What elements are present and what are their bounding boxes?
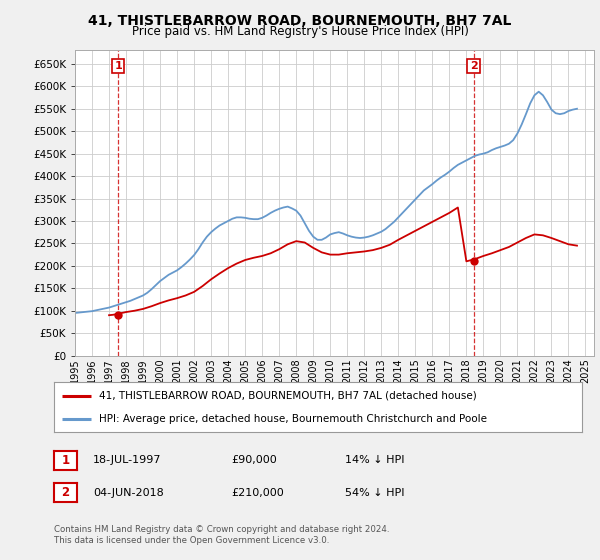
Text: HPI: Average price, detached house, Bournemouth Christchurch and Poole: HPI: Average price, detached house, Bour… xyxy=(99,414,487,424)
Text: 14% ↓ HPI: 14% ↓ HPI xyxy=(345,455,404,465)
Text: 04-JUN-2018: 04-JUN-2018 xyxy=(93,488,164,498)
Text: Price paid vs. HM Land Registry's House Price Index (HPI): Price paid vs. HM Land Registry's House … xyxy=(131,25,469,38)
Text: 18-JUL-1997: 18-JUL-1997 xyxy=(93,455,161,465)
Text: 1: 1 xyxy=(115,61,122,71)
Text: £90,000: £90,000 xyxy=(231,455,277,465)
Text: 54% ↓ HPI: 54% ↓ HPI xyxy=(345,488,404,498)
Text: 2: 2 xyxy=(61,486,70,500)
Text: £210,000: £210,000 xyxy=(231,488,284,498)
Text: 1: 1 xyxy=(61,454,70,467)
Text: 41, THISTLEBARROW ROAD, BOURNEMOUTH, BH7 7AL (detached house): 41, THISTLEBARROW ROAD, BOURNEMOUTH, BH7… xyxy=(99,390,476,400)
Text: 41, THISTLEBARROW ROAD, BOURNEMOUTH, BH7 7AL: 41, THISTLEBARROW ROAD, BOURNEMOUTH, BH7… xyxy=(88,14,512,28)
Text: Contains HM Land Registry data © Crown copyright and database right 2024.
This d: Contains HM Land Registry data © Crown c… xyxy=(54,525,389,545)
Text: 2: 2 xyxy=(470,61,478,71)
